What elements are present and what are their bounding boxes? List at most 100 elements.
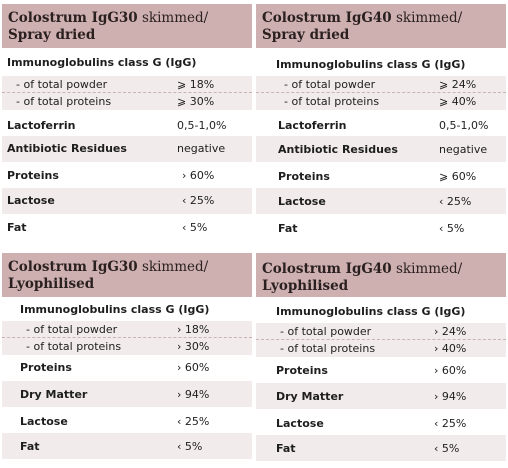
- row-label: Antibiotic Residues: [7, 142, 127, 155]
- row-value: › 30%: [177, 340, 210, 353]
- card-igg40-spray-dried: Colostrum IgG40 skimmed/ Spray dried Imm…: [256, 4, 506, 240]
- row-value: ⩾ 30%: [177, 95, 215, 108]
- row-value: ‹ 25%: [177, 415, 210, 428]
- spec-row-proteins: Proteins › 60%: [256, 357, 506, 383]
- row-value: ⩾ 40%: [439, 95, 477, 108]
- ig-row-powder: - of total powder ⩾ 24%: [256, 76, 506, 93]
- row-value: ‹ 5%: [177, 440, 203, 453]
- spec-row-antibiotic: Antibiotic Residues negative: [256, 136, 506, 162]
- spec-row-lactoferrin: Lactoferrin 0,5-1,0%: [256, 110, 506, 136]
- row-label: Lactose: [278, 195, 326, 208]
- row-value: ‹ 5%: [182, 221, 208, 234]
- card-header: Colostrum IgG40 skimmed/ Lyophilised: [256, 253, 506, 297]
- card-igg30-lyophilised: Colostrum IgG30 skimmed/ Lyophilised Imm…: [2, 253, 252, 459]
- card-subtitle: Lyophilised: [8, 276, 95, 292]
- spec-row-proteins: Proteins › 60%: [2, 355, 252, 381]
- card-title: Colostrum IgG40 skimmed/: [262, 10, 463, 26]
- card-subtitle: Spray dried: [262, 27, 350, 43]
- row-value: › 60%: [182, 169, 215, 182]
- row-label: Dry Matter: [20, 388, 88, 401]
- row-value: ⩾ 24%: [439, 78, 477, 91]
- card-title: Colostrum IgG30 skimmed/: [8, 259, 209, 275]
- row-label: - of total proteins: [284, 95, 380, 108]
- spec-row-dry-matter: Dry Matter › 94%: [256, 383, 506, 409]
- spec-row-lactoferrin: Lactoferrin 0,5-1,0%: [2, 110, 252, 136]
- card-header: Colostrum IgG40 skimmed/ Spray dried: [256, 4, 506, 48]
- card-igg40-lyophilised: Colostrum IgG40 skimmed/ Lyophilised Imm…: [256, 253, 506, 461]
- spec-row-fat: Fat ‹ 5%: [2, 214, 252, 240]
- ig-header-row: Immunoglobulins class G (IgG): [2, 297, 252, 321]
- row-label: Antibiotic Residues: [278, 143, 398, 156]
- spec-row-proteins: Proteins ⩾ 60%: [256, 162, 506, 188]
- card-header: Colostrum IgG30 skimmed/ Spray dried: [2, 4, 252, 48]
- row-value: ‹ 5%: [434, 442, 460, 455]
- spec-row-fat: Fat ‹ 5%: [256, 214, 506, 240]
- row-value: ⩾ 18%: [177, 78, 215, 91]
- card-title: Colostrum IgG30 skimmed/: [8, 10, 209, 26]
- card-subtitle: Lyophilised: [262, 278, 349, 294]
- ig-header-label: Immunoglobulins class G (IgG): [276, 58, 466, 71]
- row-value: › 94%: [177, 388, 210, 401]
- row-value: ‹ 5%: [439, 222, 465, 235]
- card-header: Colostrum IgG30 skimmed/ Lyophilised: [2, 253, 252, 297]
- row-value: › 24%: [434, 325, 467, 338]
- row-label: - of total proteins: [16, 95, 112, 108]
- row-label: Proteins: [20, 361, 72, 374]
- row-label: Fat: [276, 442, 296, 455]
- spec-row-proteins: Proteins › 60%: [2, 162, 252, 188]
- ig-row-proteins: - of total proteins › 30%: [2, 338, 252, 355]
- card-igg30-spray-dried: Colostrum IgG30 skimmed/ Spray dried Imm…: [2, 4, 252, 240]
- row-value: 0,5-1,0%: [177, 119, 227, 132]
- spec-row-dry-matter: Dry Matter › 94%: [2, 381, 252, 407]
- row-label: - of total powder: [280, 325, 372, 338]
- row-value: ‹ 25%: [439, 195, 472, 208]
- spec-row-fat: Fat ‹ 5%: [256, 435, 506, 461]
- ig-row-powder: - of total powder › 24%: [256, 323, 506, 340]
- row-value: negative: [439, 143, 488, 156]
- row-label: - of total proteins: [280, 342, 376, 355]
- ig-header-row: Immunoglobulins class G (IgG): [2, 48, 252, 76]
- row-label: Proteins: [276, 364, 328, 377]
- ig-row-proteins: - of total proteins › 40%: [256, 340, 506, 357]
- ig-header-row: Immunoglobulins class G (IgG): [256, 48, 506, 76]
- spec-row-lactose: Lactose ‹ 25%: [2, 188, 252, 214]
- row-value: › 60%: [177, 361, 210, 374]
- row-value: › 94%: [434, 390, 467, 403]
- row-label: Proteins: [7, 169, 59, 182]
- row-value: ‹ 25%: [434, 417, 467, 430]
- row-label: Lactose: [7, 194, 55, 207]
- row-value: ‹ 25%: [182, 194, 215, 207]
- spec-row-fat: Fat ‹ 5%: [2, 433, 252, 459]
- row-value: › 40%: [434, 342, 467, 355]
- card-subtitle: Spray dried: [8, 27, 96, 43]
- card-title: Colostrum IgG40 skimmed/: [262, 261, 463, 277]
- row-label: Fat: [20, 440, 40, 453]
- row-label: - of total proteins: [26, 340, 122, 353]
- row-label: - of total powder: [16, 78, 108, 91]
- ig-header-label: Immunoglobulins class G (IgG): [276, 305, 466, 318]
- row-label: Lactoferrin: [278, 119, 347, 132]
- row-label: - of total powder: [284, 78, 376, 91]
- row-label: Lactose: [276, 417, 324, 430]
- row-label: Lactoferrin: [7, 119, 76, 132]
- ig-header-label: Immunoglobulins class G (IgG): [20, 303, 210, 316]
- spec-row-lactose: Lactose ‹ 25%: [2, 407, 252, 433]
- row-label: Proteins: [278, 170, 330, 183]
- row-value: ⩾ 60%: [439, 170, 477, 183]
- row-value: › 18%: [177, 323, 210, 336]
- row-label: Lactose: [20, 415, 68, 428]
- row-label: Dry Matter: [276, 390, 344, 403]
- ig-header-row: Immunoglobulins class G (IgG): [256, 297, 506, 323]
- row-value: › 60%: [434, 364, 467, 377]
- spec-row-antibiotic: Antibiotic Residues negative: [2, 136, 252, 162]
- row-label: Fat: [7, 221, 27, 234]
- ig-row-proteins: - of total proteins ⩾ 40%: [256, 93, 506, 110]
- ig-row-powder: - of total powder › 18%: [2, 321, 252, 338]
- row-label: Fat: [278, 222, 298, 235]
- row-value: negative: [177, 142, 226, 155]
- ig-row-powder: - of total powder ⩾ 18%: [2, 76, 252, 93]
- spec-row-lactose: Lactose ‹ 25%: [256, 409, 506, 435]
- row-value: 0,5-1,0%: [439, 119, 489, 132]
- spec-row-lactose: Lactose ‹ 25%: [256, 188, 506, 214]
- ig-row-proteins: - of total proteins ⩾ 30%: [2, 93, 252, 110]
